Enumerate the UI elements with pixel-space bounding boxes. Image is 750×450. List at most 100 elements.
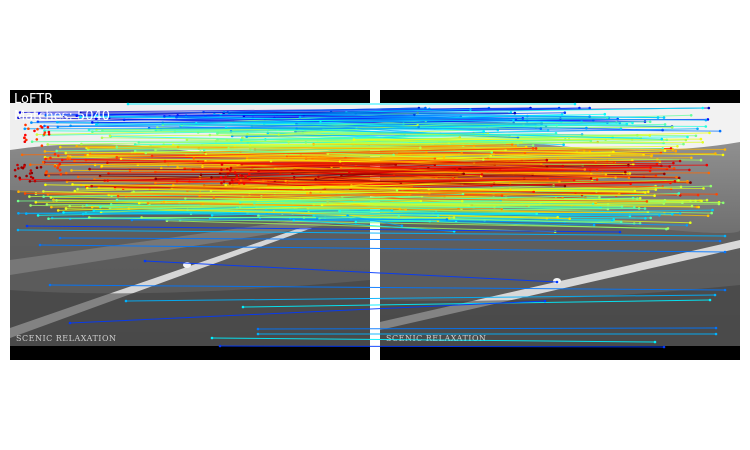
keypoint: [718, 239, 722, 243]
keypoint: [649, 166, 652, 169]
keypoint: [673, 180, 677, 183]
keypoint: [59, 145, 62, 149]
keypoint: [45, 203, 49, 206]
keypoint: [583, 168, 587, 171]
keypoint: [707, 171, 711, 175]
match-line: [356, 122, 633, 130]
keypoint: [704, 125, 708, 128]
keypoint: [645, 200, 649, 203]
keypoint: [85, 204, 88, 207]
keypoint: [632, 163, 635, 166]
keypoint: [44, 183, 47, 187]
keypoint: [220, 181, 223, 185]
keypoint: [545, 158, 549, 162]
keypoint: [23, 136, 26, 139]
keypoint: [480, 173, 484, 176]
keypoint: [65, 171, 68, 175]
match-line: [87, 187, 655, 197]
keypoint: [504, 148, 507, 152]
keypoint: [512, 118, 515, 122]
keypoint: [79, 115, 82, 119]
keypoint: [532, 190, 535, 194]
keypoint: [75, 144, 78, 148]
keypoint: [543, 299, 547, 303]
keypoint: [210, 176, 213, 179]
keypoint: [222, 180, 226, 183]
match-line: [307, 189, 511, 194]
keypoint: [451, 176, 455, 180]
keypoint: [442, 155, 446, 159]
keypoint: [392, 153, 395, 157]
match-line: [107, 173, 483, 181]
keypoint: [595, 178, 599, 181]
match-line: [293, 219, 455, 232]
keypoint: [18, 176, 22, 180]
keypoint: [229, 166, 233, 170]
keypoint: [555, 124, 558, 127]
keypoint: [701, 106, 704, 110]
keypoint: [28, 180, 32, 183]
match-line: [305, 140, 591, 143]
keypoint: [238, 201, 242, 204]
keypoint: [676, 145, 679, 148]
keypoint: [563, 184, 567, 188]
keypoint: [39, 165, 43, 169]
keypoint: [143, 259, 147, 263]
match-line: [100, 206, 439, 216]
keypoint: [58, 236, 62, 240]
keypoint: [714, 332, 718, 336]
keypoint: [79, 111, 82, 115]
keypoint: [395, 188, 399, 192]
match-line: [191, 201, 693, 207]
keypoint: [555, 280, 559, 284]
keypoint: [723, 234, 727, 238]
keypoint: [672, 161, 675, 165]
keypoint: [689, 221, 692, 224]
keypoint: [647, 190, 650, 194]
keypoint: [28, 195, 31, 198]
keypoint: [244, 175, 247, 178]
keypoint: [306, 191, 309, 195]
keypoint: [23, 192, 27, 195]
match-line: [49, 284, 726, 291]
keypoint: [99, 205, 102, 209]
keypoint: [462, 172, 466, 176]
keypoint: [100, 164, 104, 168]
keypoint: [671, 213, 674, 216]
keypoint: [47, 174, 51, 178]
keypoint: [705, 198, 709, 202]
match-line: [125, 294, 716, 302]
keypoint: [49, 196, 53, 199]
keypoint: [48, 283, 52, 287]
keypoint: [320, 203, 324, 207]
keypoint: [30, 121, 33, 124]
keypoint: [47, 217, 50, 220]
keypoint: [241, 305, 245, 309]
keypoint: [348, 170, 351, 173]
keypoint: [28, 172, 32, 175]
keypoint: [219, 176, 223, 179]
keypoint: [705, 163, 709, 167]
keypoint: [42, 190, 45, 193]
keypoint: [240, 174, 244, 178]
keypoint: [133, 149, 137, 153]
keypoint: [176, 166, 179, 169]
keypoint: [677, 176, 681, 180]
keypoint: [91, 130, 94, 133]
keypoint: [81, 212, 85, 216]
watermark-right: SCENIC RELAXATION: [386, 334, 487, 343]
keypoint: [678, 212, 682, 215]
keypoint: [16, 199, 20, 203]
keypoint: [710, 211, 713, 215]
match-line: [55, 156, 445, 166]
keypoint: [56, 166, 59, 170]
keypoint: [68, 157, 72, 160]
match-line: [242, 299, 711, 308]
keypoint: [76, 175, 80, 179]
keypoint: [25, 212, 28, 215]
keypoint: [163, 115, 166, 118]
keypoint: [16, 228, 20, 232]
keypoint: [227, 147, 230, 150]
match-line: [226, 127, 662, 140]
